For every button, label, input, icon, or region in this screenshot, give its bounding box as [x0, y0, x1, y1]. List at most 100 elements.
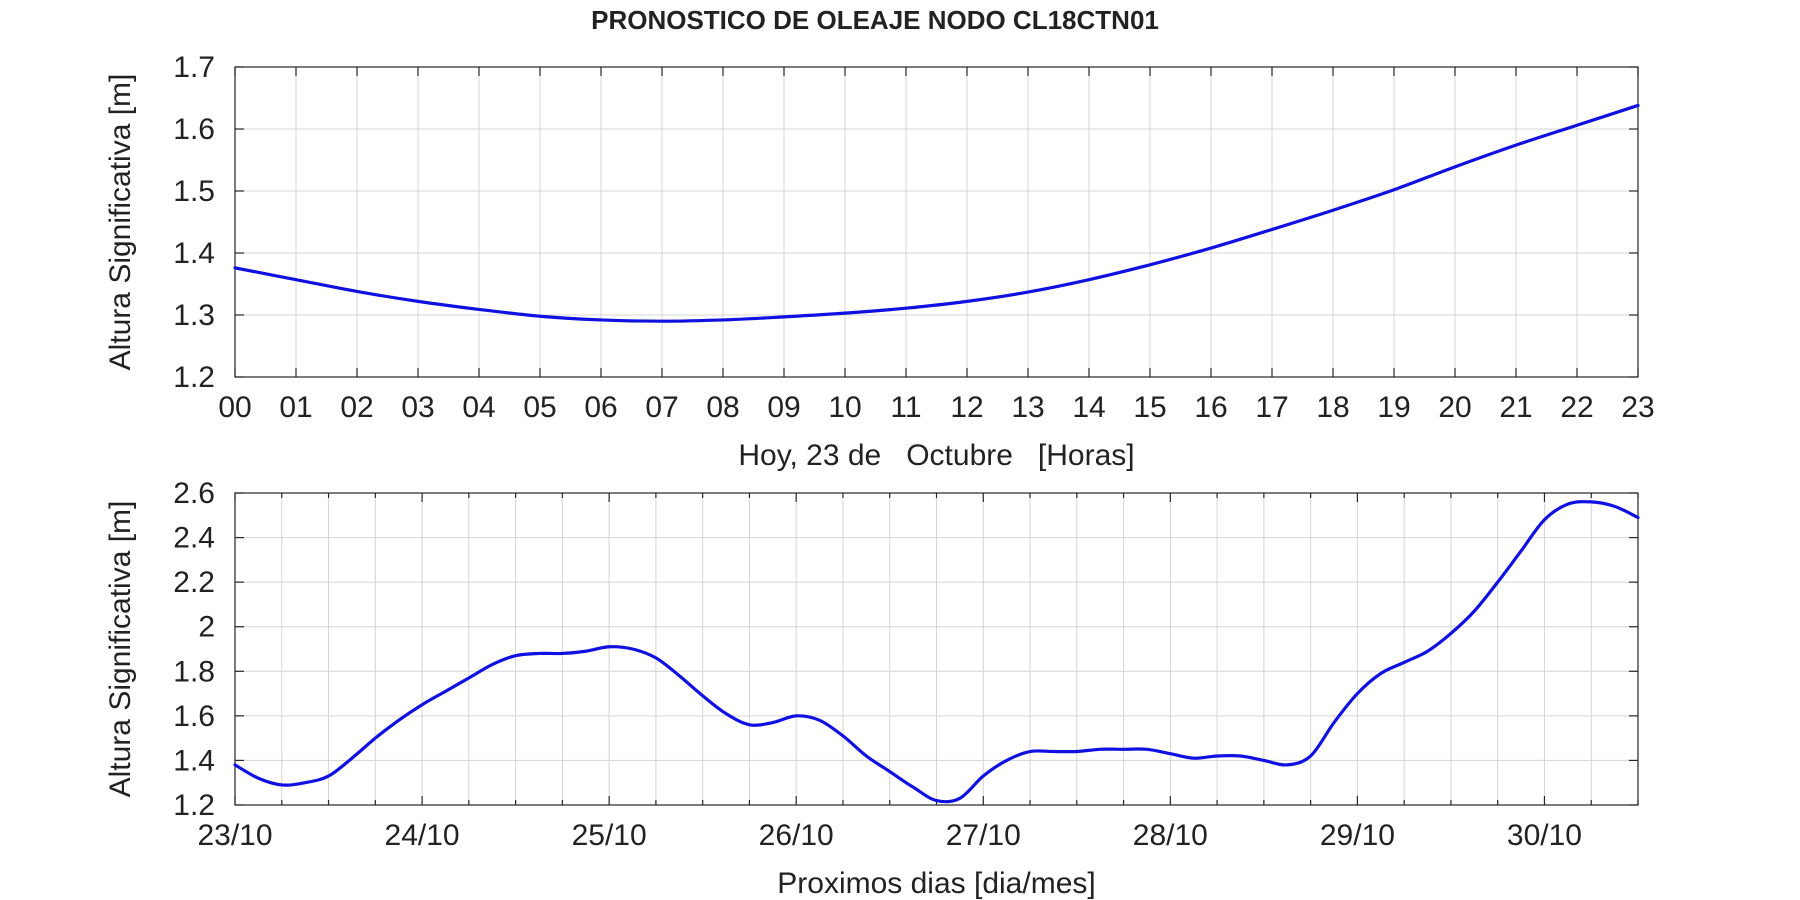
data-point [748, 723, 751, 726]
data-point [561, 652, 564, 655]
data-point [1576, 124, 1579, 127]
data-point [865, 754, 868, 757]
data-point [1332, 209, 1335, 212]
data-point [1216, 754, 1219, 757]
x-tick-label: 12 [950, 391, 983, 424]
x-tick-label: 27/10 [946, 819, 1021, 852]
data-point [1239, 754, 1242, 757]
data-point [654, 656, 657, 659]
grid-lines [234, 66, 1639, 378]
data-point [1496, 581, 1499, 584]
y-tick-label: 2 [198, 611, 215, 644]
data-point [234, 266, 237, 269]
data-point [1637, 104, 1640, 107]
data-point [722, 318, 725, 321]
x-tick-label: 23/10 [197, 819, 272, 852]
data-point [1403, 661, 1406, 664]
y-tick-label: 2.2 [173, 566, 215, 599]
x-tick-label: 08 [706, 391, 739, 424]
x-tick-label: 01 [279, 391, 312, 424]
series-line [233, 500, 1640, 804]
data-point [600, 318, 603, 321]
data-point [539, 315, 542, 318]
data-point [584, 650, 587, 653]
data-point [888, 770, 891, 773]
x-tick-label: 17 [1255, 391, 1288, 424]
data-point [356, 290, 359, 293]
series-line [233, 103, 1640, 323]
x-tick-label: 05 [523, 391, 556, 424]
x-tick-label: 30/10 [1507, 819, 1582, 852]
data-point [1192, 757, 1195, 760]
data-point [1075, 750, 1078, 753]
y-tick-label: 1.4 [173, 744, 215, 777]
y-tick-label: 1.8 [173, 655, 215, 688]
data-point [1590, 500, 1593, 503]
axis-ticks [234, 492, 1639, 806]
data-point [1027, 291, 1030, 294]
y-axis-label: Altura Significativa [m] [104, 501, 137, 798]
data-point [417, 300, 420, 303]
data-point [771, 721, 774, 724]
data-point [725, 712, 728, 715]
y-tick-label: 1.2 [173, 361, 215, 394]
data-point [1005, 759, 1008, 762]
data-point [1271, 228, 1274, 231]
x-tick-label: 04 [462, 391, 495, 424]
data-point [783, 315, 786, 318]
data-point [327, 775, 330, 778]
grid-lines [234, 492, 1639, 806]
data-point [1454, 165, 1457, 168]
data-point [280, 783, 283, 786]
data-point [631, 648, 634, 651]
x-tick-label: 21 [1499, 391, 1532, 424]
data-point [374, 737, 377, 740]
data-point [1099, 748, 1102, 751]
data-point [935, 799, 938, 802]
data-point [1210, 247, 1213, 250]
y-tick-label: 1.3 [173, 299, 215, 332]
data-point [844, 312, 847, 315]
y-tick-label: 2.6 [173, 477, 215, 510]
x-tick-label: 22 [1560, 391, 1593, 424]
data-point [1515, 144, 1518, 147]
data-point [397, 719, 400, 722]
data-point [478, 308, 481, 311]
x-tick-label: 02 [340, 391, 373, 424]
data-point [818, 719, 821, 722]
y-tick-label: 2.4 [173, 522, 215, 555]
y-tick-label: 1.5 [173, 175, 215, 208]
data-point [1122, 748, 1125, 751]
y-axis-label: Altura Significativa [m] [104, 74, 137, 371]
data-point [1566, 503, 1569, 506]
axis-ticks [234, 66, 1639, 378]
data-point [912, 786, 915, 789]
x-tick-label: 03 [401, 391, 434, 424]
x-tick-label: 10 [828, 391, 861, 424]
data-point [467, 676, 470, 679]
data-point [1286, 763, 1289, 766]
data-point [1520, 549, 1523, 552]
x-tick-label: 25/10 [572, 819, 647, 852]
x-axis-label: Hoy, 23 de Octubre [Horas] [738, 439, 1134, 472]
x-tick-label: 16 [1194, 391, 1227, 424]
data-point [661, 320, 664, 323]
figure-title: PRONOSTICO DE OLEAJE NODO CL18CTN01 [591, 5, 1159, 35]
data-point [1613, 505, 1616, 508]
next-days-chart: 23/10 24/10 25/10 26/10 27/10 28/10 29/10 30/10… [104, 477, 1640, 900]
x-tick-label: 24/10 [385, 819, 460, 852]
x-tick-label: 13 [1011, 391, 1044, 424]
y-tick-label: 1.6 [173, 113, 215, 146]
data-point [1637, 516, 1640, 519]
x-tick-label: 11 [890, 391, 921, 424]
y-tick-label: 1.4 [173, 237, 215, 270]
data-point [1426, 650, 1429, 653]
data-point [514, 654, 517, 657]
x-tick-label: 15 [1133, 391, 1166, 424]
data-point [966, 300, 969, 303]
data-point [905, 307, 908, 310]
today-hourly-chart: 00 01 02 03 04 05 06 07 08 09 10 11 12 13 14 15 16 17 18 19… [104, 51, 1655, 472]
data-point [1393, 188, 1396, 191]
x-tick-label: 20 [1438, 391, 1471, 424]
